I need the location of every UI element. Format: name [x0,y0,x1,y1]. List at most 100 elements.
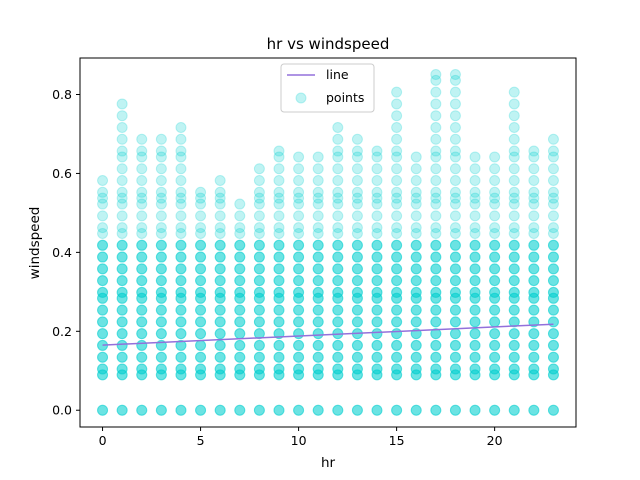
scatter-point [391,316,403,328]
scatter-point [528,328,540,340]
scatter-point [214,251,226,263]
scatter-point [312,316,324,328]
scatter-point [293,292,305,304]
scatter-point [489,275,501,287]
scatter-point [195,292,207,304]
scatter-point [253,175,265,186]
scatter-point [155,151,167,163]
scatter-point [136,369,148,381]
scatter-point [508,286,520,298]
scatter-point [155,328,167,340]
scatter-point [410,186,422,198]
scatter-point [449,186,461,198]
scatter-point [155,316,167,328]
scatter-point [136,304,148,316]
scatter-point [175,198,187,210]
scatter-point [136,251,148,263]
scatter-point [469,263,481,275]
scatter-point [116,275,128,287]
scatter-point [155,251,167,263]
scatter-point [508,239,520,251]
scatter-point [391,198,403,210]
scatter-point [195,351,207,363]
scatter-point [97,198,109,210]
scatter-point [97,275,109,287]
scatter-point [234,363,246,375]
scatter-point [253,251,265,263]
scatter-point [547,328,559,340]
scatter-point [351,263,363,275]
scatter-point [371,363,383,375]
scatter-point [214,186,226,198]
scatter-point [195,251,207,263]
scatter-point [136,351,148,363]
scatter-point [469,328,481,340]
scatter-point [547,292,559,304]
scatter-point [175,145,187,157]
scatter-point [273,351,285,363]
scatter-point [391,369,403,381]
scatter-point [508,316,520,328]
scatter-point [116,316,128,328]
scatter-point [155,239,167,251]
scatter-point [430,275,442,287]
scatter-point [528,251,540,263]
scatter-point [312,351,324,363]
scatter-point [547,369,559,381]
scatter-point [508,351,520,363]
scatter-point [214,292,226,304]
scatter-point [351,304,363,316]
scatter-point [175,239,187,251]
scatter-point [273,339,285,351]
scatter-point [371,316,383,328]
scatter-point [351,369,363,381]
scatter-point [547,239,559,251]
scatter-point [508,363,520,375]
scatter-point [214,275,226,287]
scatter-point [116,304,128,316]
scatter-point [312,404,324,416]
scatter-point [489,286,501,298]
scatter-point [489,292,501,304]
scatter-point [410,222,422,234]
scatter-point [175,292,187,304]
scatter-point [547,133,559,145]
scatter-point [391,86,403,98]
scatter-point [136,239,148,251]
scatter-point [351,404,363,416]
scatter-point [253,263,265,275]
scatter-point [293,316,305,328]
scatter-point [547,351,559,363]
scatter-point [449,351,461,363]
scatter-point [547,239,559,251]
scatter-point [116,292,128,304]
scatter-point [391,239,403,251]
scatter-point [489,198,501,210]
scatter-point [195,404,207,416]
scatter-point [155,228,167,239]
scatter-point [489,351,501,363]
scatter-point [430,275,442,287]
scatter-point [293,363,305,375]
scatter-point [528,222,540,234]
legend-box [280,63,375,113]
scatter-point [332,210,344,222]
scatter-point [136,263,148,275]
scatter-point [155,175,167,186]
scatter-point [97,186,109,198]
scatter-point [234,316,246,328]
scatter-point [175,304,187,316]
scatter-point [155,369,167,381]
scatter-point [547,286,559,298]
scatter-point [195,328,207,340]
scatter-point [449,363,461,375]
scatter-point [508,369,520,381]
scatter-point [293,251,305,263]
scatter-point [234,228,246,239]
scatter-point [508,263,520,275]
scatter-point [312,369,324,381]
scatter-point [312,339,324,351]
scatter-point [371,263,383,275]
scatter-point [410,339,422,351]
scatter-point [449,98,461,110]
